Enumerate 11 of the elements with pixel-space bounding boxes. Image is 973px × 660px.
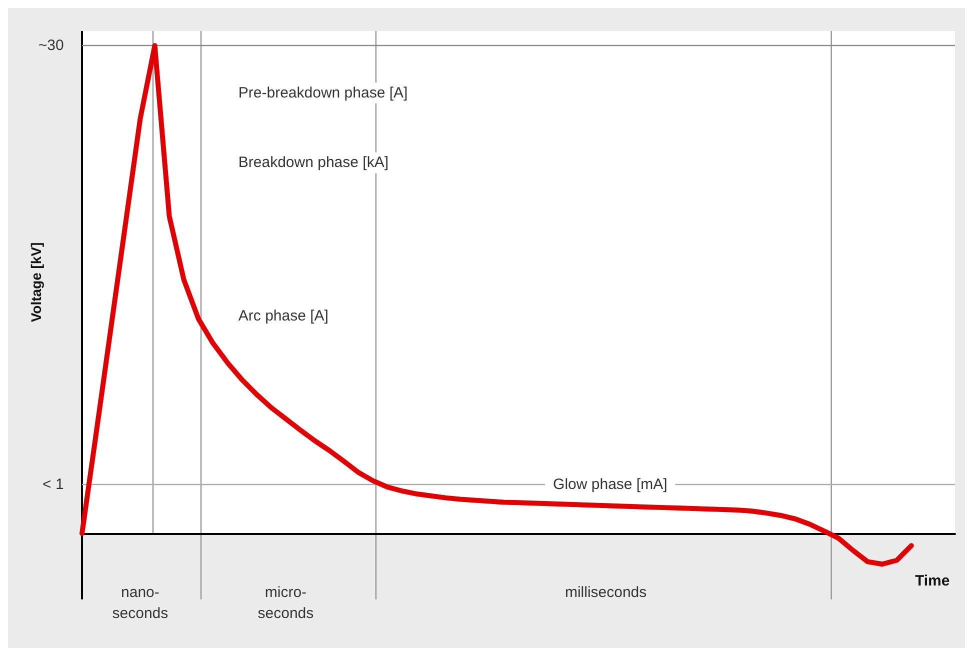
x-axis-title: Time bbox=[915, 572, 950, 590]
annotation: Glow phase [mA] bbox=[553, 476, 668, 494]
annotation: Pre-breakdown phase [A] bbox=[238, 84, 408, 102]
text: < 1 bbox=[42, 476, 64, 494]
text: ~30 bbox=[38, 37, 64, 54]
x-tick-label: micro- seconds bbox=[258, 584, 314, 622]
x-tick-label: nano- seconds bbox=[112, 584, 168, 622]
x-tick-label: milliseconds bbox=[564, 584, 647, 601]
y-axis-title: Voltage [kV] bbox=[28, 242, 44, 322]
annotation: Arc phase [A] bbox=[238, 307, 328, 324]
annotation: Breakdown phase [kA] bbox=[238, 154, 389, 172]
